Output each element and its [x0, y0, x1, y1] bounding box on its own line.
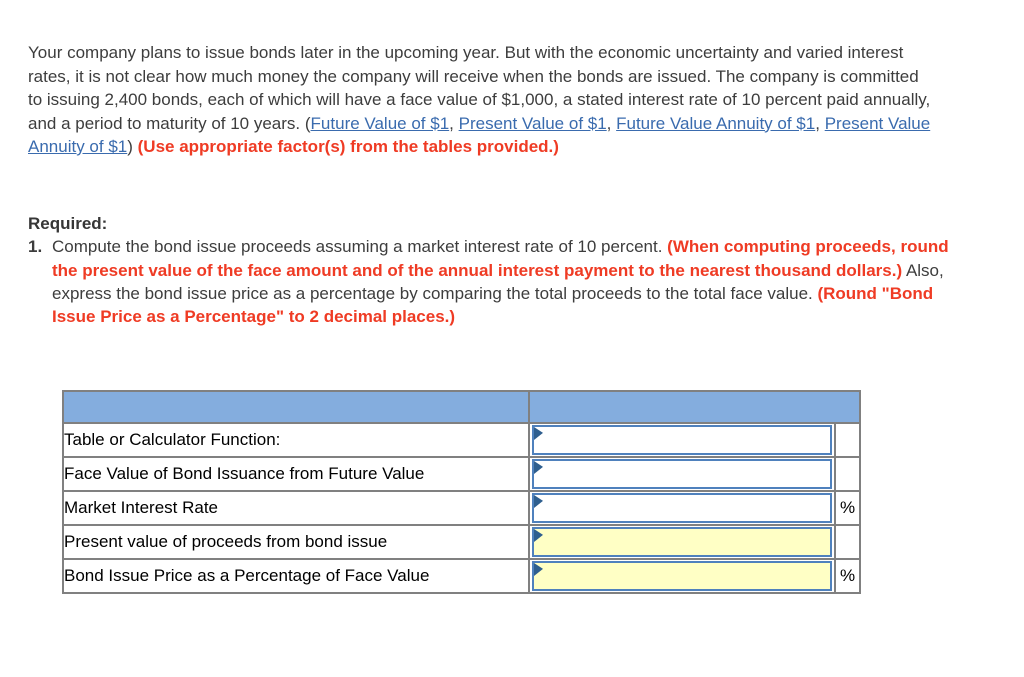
input-box: [532, 493, 832, 523]
present-value-proceeds-input[interactable]: [534, 529, 830, 555]
input-cell: [528, 524, 836, 560]
header-value-cell: [528, 390, 861, 424]
link-separator: ,: [815, 113, 825, 133]
table-row: Present value of proceeds from bond issu…: [62, 524, 861, 560]
suffix-cell: [834, 524, 861, 560]
use-factors-note: (Use appropriate factor(s) from the tabl…: [137, 137, 559, 156]
requirement-number: 1.: [28, 237, 43, 257]
suffix-cell: [834, 456, 861, 492]
requirement-part-2: Also, express the bond issue price as a …: [52, 260, 944, 303]
input-cell: [528, 456, 836, 492]
percent-suffix: %: [834, 490, 861, 526]
input-cell: [528, 422, 836, 458]
row-label: Bond Issue Price as a Percentage of Face…: [62, 558, 530, 594]
table-function-input[interactable]: [534, 427, 830, 453]
bond-worksheet: Table or Calculator Function: Face Value…: [62, 390, 861, 594]
input-box-highlighted: [532, 527, 832, 557]
link-separator: ,: [606, 113, 617, 133]
market-interest-rate-input[interactable]: [534, 495, 830, 521]
rounding-note-2: (Round "Bond Issue Price as a Percentage…: [52, 283, 934, 327]
face-value-input[interactable]: [534, 461, 830, 487]
table-row: Market Interest Rate %: [62, 490, 861, 526]
link-separator: ,: [449, 113, 459, 133]
worksheet-table: Table or Calculator Function: Face Value…: [62, 390, 861, 594]
link-present-value-of-1[interactable]: Present Value of $1: [458, 113, 607, 133]
input-cell: [528, 490, 836, 526]
requirement-1: 1. Compute the bond issue proceeds assum…: [28, 235, 958, 328]
table-header-row: [62, 390, 861, 424]
row-label: Table or Calculator Function:: [62, 422, 530, 458]
table-row: Face Value of Bond Issuance from Future …: [62, 456, 861, 492]
closing-paren: ): [127, 137, 138, 156]
requirement-part-1: Compute the bond issue proceeds assuming…: [52, 237, 668, 257]
row-label: Market Interest Rate: [62, 490, 530, 526]
input-cell: [528, 558, 836, 594]
row-label: Present value of proceeds from bond issu…: [62, 524, 530, 560]
input-box: [532, 425, 832, 455]
percent-suffix: %: [834, 558, 861, 594]
link-present-value-annuity-of-1[interactable]: Present Value Annuity of $1: [28, 113, 931, 157]
header-label-cell: [62, 390, 530, 424]
problem-text-lead: Your company plans to issue bonds later …: [28, 43, 931, 133]
problem-statement: Your company plans to issue bonds later …: [28, 41, 934, 159]
rounding-note-1: (When computing proceeds, round the pres…: [52, 237, 949, 280]
suffix-cell: [834, 422, 861, 458]
link-future-value-of-1[interactable]: Future Value of $1: [310, 113, 450, 133]
table-row: Bond Issue Price as a Percentage of Face…: [62, 558, 861, 594]
table-row: Table or Calculator Function:: [62, 422, 861, 458]
input-box-highlighted: [532, 561, 832, 591]
row-label: Face Value of Bond Issuance from Future …: [62, 456, 530, 492]
input-box: [532, 459, 832, 489]
link-future-value-annuity-of-1[interactable]: Future Value Annuity of $1: [616, 113, 816, 133]
required-heading: Required:: [28, 214, 108, 233]
required-section: Required: 1. Compute the bond issue proc…: [28, 212, 958, 328]
bond-issue-price-percentage-input[interactable]: [534, 563, 830, 589]
requirement-text: Compute the bond issue proceeds assuming…: [52, 235, 958, 328]
